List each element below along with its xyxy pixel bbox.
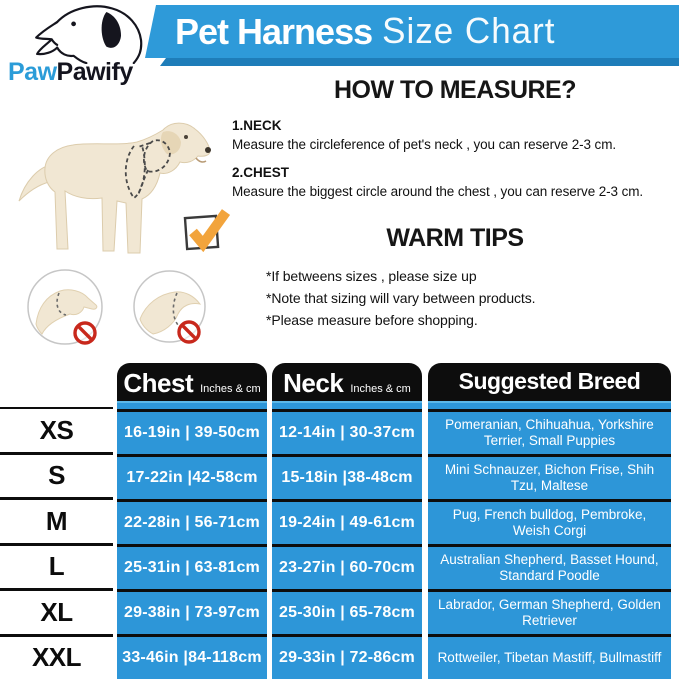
neck-header-label: Neck xyxy=(283,368,344,398)
brand-logo: PawPawify xyxy=(6,0,166,92)
checkmark-icon xyxy=(183,209,230,252)
breed-cells: Pomeranian, Chihuahua, Yorkshire Terrier… xyxy=(428,412,671,679)
breed-column-header: Suggested Breed xyxy=(428,363,671,399)
neck-column-header: Neck Inches & cm xyxy=(272,363,422,399)
page-title-light: Size Chart xyxy=(382,11,556,51)
warm-tips-section: WARM TIPS *If betweens sizes , please si… xyxy=(232,224,678,331)
chest-cell-s: 17-22in |42-58cm xyxy=(117,457,267,499)
page-title-bold: Pet Harness xyxy=(175,10,373,52)
size-label-xxl: XXL xyxy=(0,636,113,679)
chest-column-header: Chest Inches & cm xyxy=(117,363,267,399)
breed-column: Suggested Breed Pomeranian, Chihuahua, Y… xyxy=(428,363,671,679)
size-label-s: S xyxy=(0,454,113,497)
size-label-xs: XS xyxy=(0,409,113,452)
step-chest-label: 2.CHEST xyxy=(232,165,290,180)
column-accent-strip xyxy=(272,401,422,409)
wrong-example-chest-inset xyxy=(133,270,206,344)
neck-header-unit: Inches & cm xyxy=(350,383,411,395)
breed-cell-xs: Pomeranian, Chihuahua, Yorkshire Terrier… xyxy=(428,412,671,454)
brand-name: PawPawify xyxy=(8,58,133,87)
chest-cells: 16-19in | 39-50cm 17-22in |42-58cm 22-28… xyxy=(117,412,267,679)
tip-line: *If betweens sizes , please size up xyxy=(266,268,477,284)
warm-tips-title: WARM TIPS xyxy=(386,224,524,252)
breed-cell-l: Australian Shepherd, Basset Hound, Stand… xyxy=(428,547,671,589)
breed-header-label: Suggested Breed xyxy=(458,368,641,394)
chest-cell-l: 25-31in | 63-81cm xyxy=(117,547,267,589)
step-neck-text: Measure the circleference of pet's neck … xyxy=(232,137,617,152)
breed-cell-xxl: Rottweiler, Tibetan Mastiff, Bullmastiff xyxy=(428,637,671,679)
neck-column: Neck Inches & cm 12-14in | 30-37cm 15-18… xyxy=(272,363,422,679)
neck-cell-xxl: 29-33in | 72-86cm xyxy=(272,637,422,679)
size-label-l: L xyxy=(0,545,113,588)
step-neck-label: 1.NECK xyxy=(232,118,282,133)
chest-header-unit: Inches & cm xyxy=(200,383,261,395)
size-label-m: M xyxy=(0,500,113,543)
column-accent-strip xyxy=(117,401,267,409)
title-banner-shadow xyxy=(160,58,679,66)
neck-cell-xs: 12-14in | 30-37cm xyxy=(272,412,422,454)
neck-cell-xl: 25-30in | 65-78cm xyxy=(272,592,422,634)
step-chest-text: Measure the biggest circle around the ch… xyxy=(232,184,644,199)
prohibition-icon xyxy=(177,320,201,344)
chest-cell-xs: 16-19in | 39-50cm xyxy=(117,412,267,454)
neck-cell-s: 15-18in |38-48cm xyxy=(272,457,422,499)
chest-cell-xxl: 33-46in |84-118cm xyxy=(117,637,267,679)
brand-name-prefix: Paw xyxy=(8,58,57,86)
chest-header-label: Chest xyxy=(123,368,194,398)
dog-head-logo-icon xyxy=(35,5,143,64)
how-to-measure-section: HOW TO MEASURE? 1.NECK Measure the circl… xyxy=(232,76,678,199)
neck-cells: 12-14in | 30-37cm 15-18in |38-48cm 19-24… xyxy=(272,412,422,679)
tip-line: *Note that sizing will vary between prod… xyxy=(266,290,536,306)
neck-cell-l: 23-27in | 60-70cm xyxy=(272,547,422,589)
chest-column: Chest Inches & cm 16-19in | 39-50cm 17-2… xyxy=(117,363,267,679)
dog-harness-photo xyxy=(18,122,211,254)
breed-cell-s: Mini Schnauzer, Bichon Frise, Shih Tzu, … xyxy=(428,457,671,499)
tip-line: *Please measure before shopping. xyxy=(266,312,478,328)
brand-name-suffix: Pawify xyxy=(56,58,134,86)
prohibition-icon xyxy=(73,321,97,345)
neck-cell-m: 19-24in | 49-61cm xyxy=(272,502,422,544)
wrong-example-neck-inset xyxy=(27,269,103,345)
size-label-column: XS S M L XL XXL xyxy=(0,407,113,679)
size-label-xl: XL xyxy=(0,591,113,634)
column-accent-strip xyxy=(428,401,671,409)
title-banner: Pet Harness Size Chart xyxy=(145,5,679,58)
breed-cell-m: Pug, French bulldog, Pembroke, Weish Cor… xyxy=(428,502,671,544)
breed-cell-xl: Labrador, German Shepherd, Golden Retrie… xyxy=(428,592,671,634)
how-to-measure-title: HOW TO MEASURE? xyxy=(333,76,577,104)
chest-cell-m: 22-28in | 56-71cm xyxy=(117,502,267,544)
chest-cell-xl: 29-38in | 73-97cm xyxy=(117,592,267,634)
